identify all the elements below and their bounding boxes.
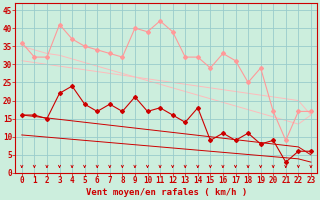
X-axis label: Vent moyen/en rafales ( km/h ): Vent moyen/en rafales ( km/h ) xyxy=(86,188,247,197)
